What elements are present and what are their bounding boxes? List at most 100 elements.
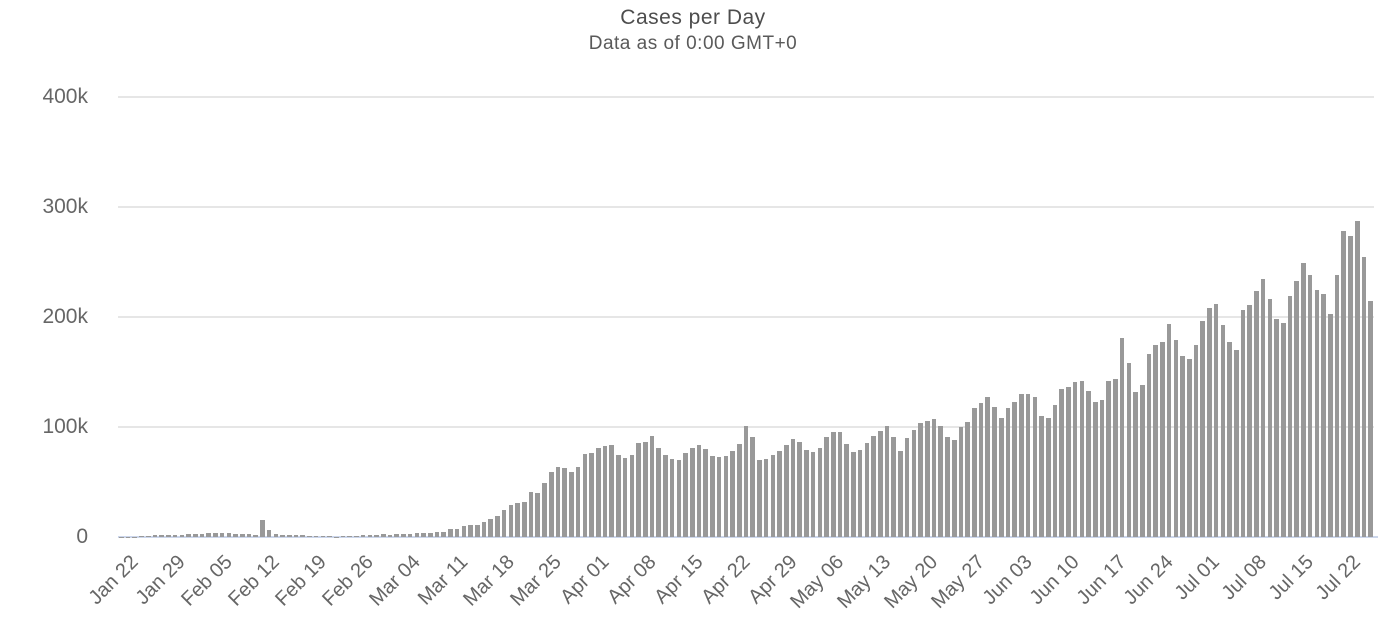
- bar[interactable]: [172, 534, 178, 537]
- bar[interactable]: [1354, 221, 1360, 537]
- bar[interactable]: [1207, 308, 1212, 537]
- bar[interactable]: [710, 455, 715, 537]
- bar[interactable]: [1307, 275, 1313, 537]
- bar[interactable]: [945, 436, 950, 537]
- bar[interactable]: [589, 452, 594, 537]
- bar[interactable]: [1274, 319, 1279, 537]
- bar[interactable]: [837, 432, 843, 537]
- bar[interactable]: [1314, 289, 1320, 537]
- bar[interactable]: [1160, 341, 1165, 537]
- bar[interactable]: [488, 518, 494, 537]
- bar[interactable]: [266, 529, 272, 537]
- bar[interactable]: [1139, 384, 1145, 537]
- bar[interactable]: [757, 459, 762, 537]
- bar[interactable]: [602, 445, 608, 537]
- bar[interactable]: [1066, 386, 1071, 537]
- bar[interactable]: [286, 534, 292, 537]
- bar[interactable]: [972, 408, 977, 537]
- bar[interactable]: [689, 447, 695, 537]
- bar[interactable]: [636, 443, 641, 537]
- bar[interactable]: [542, 482, 547, 537]
- bar[interactable]: [1213, 303, 1219, 537]
- bar[interactable]: [1234, 350, 1239, 537]
- bar[interactable]: [548, 471, 554, 537]
- bar[interactable]: [1341, 231, 1347, 537]
- bar[interactable]: [925, 420, 930, 537]
- bar[interactable]: [918, 423, 923, 537]
- bar[interactable]: [1019, 394, 1024, 537]
- bar[interactable]: [1079, 380, 1085, 537]
- bar[interactable]: [213, 532, 218, 537]
- bar[interactable]: [1328, 313, 1333, 537]
- bar[interactable]: [891, 436, 897, 537]
- bar[interactable]: [656, 447, 661, 537]
- bar[interactable]: [1153, 345, 1158, 537]
- bar[interactable]: [1348, 235, 1353, 537]
- bar[interactable]: [1045, 418, 1051, 537]
- bar[interactable]: [253, 534, 258, 537]
- bar[interactable]: [508, 505, 514, 537]
- bar[interactable]: [683, 453, 688, 537]
- bar[interactable]: [1180, 355, 1185, 537]
- bar[interactable]: [280, 534, 285, 537]
- bar[interactable]: [421, 532, 426, 537]
- bar[interactable]: [1227, 342, 1232, 537]
- bar[interactable]: [743, 426, 749, 537]
- bar[interactable]: [1247, 304, 1253, 537]
- bar[interactable]: [649, 436, 655, 537]
- bar[interactable]: [616, 455, 621, 537]
- bar[interactable]: [676, 459, 682, 537]
- bar[interactable]: [1039, 416, 1044, 537]
- bar[interactable]: [1260, 278, 1266, 537]
- bar[interactable]: [1086, 390, 1091, 537]
- bar[interactable]: [857, 449, 863, 537]
- bar[interactable]: [206, 533, 211, 537]
- bar[interactable]: [1193, 345, 1199, 537]
- bar[interactable]: [300, 535, 305, 537]
- bar[interactable]: [851, 452, 856, 537]
- bar[interactable]: [387, 534, 393, 537]
- bar[interactable]: [414, 532, 420, 537]
- bar[interactable]: [965, 421, 970, 537]
- bar[interactable]: [145, 536, 151, 537]
- bar[interactable]: [582, 454, 588, 537]
- bar[interactable]: [428, 532, 433, 537]
- bar[interactable]: [233, 534, 238, 537]
- bar[interactable]: [998, 417, 1004, 537]
- bar[interactable]: [1032, 396, 1038, 537]
- bar[interactable]: [159, 535, 164, 537]
- bar[interactable]: [468, 525, 473, 537]
- bar[interactable]: [528, 492, 534, 537]
- bar[interactable]: [139, 536, 144, 537]
- bar[interactable]: [1287, 296, 1293, 537]
- bar[interactable]: [810, 452, 816, 537]
- bar[interactable]: [367, 535, 373, 537]
- bar[interactable]: [1059, 388, 1064, 537]
- bar[interactable]: [246, 534, 252, 537]
- bar[interactable]: [958, 427, 964, 537]
- bar[interactable]: [730, 451, 735, 537]
- bar[interactable]: [1301, 263, 1306, 537]
- bar[interactable]: [797, 442, 803, 537]
- bar[interactable]: [703, 449, 708, 537]
- bar[interactable]: [562, 467, 567, 537]
- bar[interactable]: [1126, 362, 1132, 537]
- bar[interactable]: [1173, 340, 1179, 537]
- bar[interactable]: [515, 503, 520, 537]
- bar[interactable]: [1321, 293, 1326, 537]
- bar[interactable]: [1072, 382, 1078, 537]
- bar[interactable]: [1267, 299, 1273, 537]
- bar[interactable]: [864, 443, 870, 537]
- bar[interactable]: [1099, 399, 1105, 537]
- bar[interactable]: [878, 431, 883, 537]
- bar[interactable]: [475, 524, 480, 537]
- bar[interactable]: [569, 472, 574, 537]
- bar[interactable]: [1166, 324, 1172, 537]
- bar[interactable]: [1294, 280, 1300, 537]
- bar[interactable]: [992, 407, 997, 537]
- bar[interactable]: [904, 437, 910, 537]
- bar[interactable]: [454, 529, 460, 537]
- bar[interactable]: [750, 436, 755, 537]
- bar[interactable]: [1012, 401, 1017, 537]
- bar[interactable]: [555, 467, 561, 537]
